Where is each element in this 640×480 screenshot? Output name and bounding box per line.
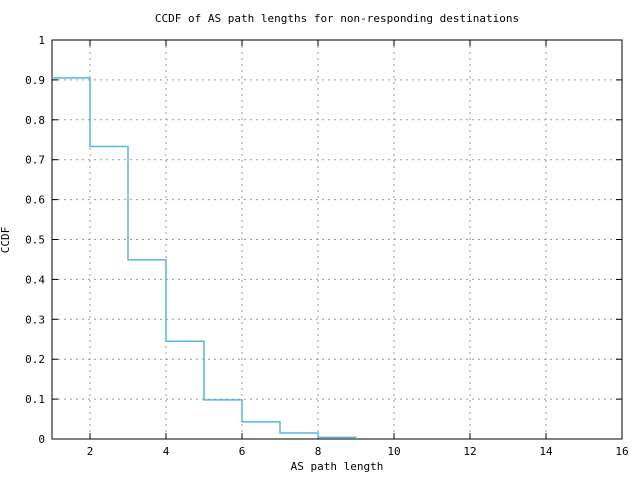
y-tick-label: 0.7	[25, 154, 45, 167]
ccdf-step-line	[52, 77, 357, 439]
y-tick-label: 0.2	[25, 353, 45, 366]
x-axis-label: AS path length	[290, 460, 384, 473]
x-tick-label: 8	[315, 445, 322, 458]
y-tick-label: 0.1	[25, 393, 45, 406]
y-tick-label: 0.6	[25, 194, 45, 207]
y-tick-label: 1	[38, 34, 45, 47]
y-tick-label: 0.9	[25, 74, 45, 87]
x-tick-label: 6	[239, 445, 246, 458]
y-tick-label: 0	[38, 433, 45, 446]
x-tick-label: 2	[87, 445, 94, 458]
y-tick-label: 0.4	[25, 273, 45, 286]
x-tick-label: 14	[539, 445, 553, 458]
y-tick-label: 0.8	[25, 114, 45, 127]
y-tick-label: 0.3	[25, 313, 45, 326]
x-tick-label: 12	[463, 445, 476, 458]
x-tick-label: 4	[163, 445, 170, 458]
x-tick-label: 16	[615, 445, 628, 458]
x-tick-label: 10	[387, 445, 400, 458]
chart-title: CCDF of AS path lengths for non-respondi…	[154, 12, 520, 25]
y-tick-label: 0.5	[25, 234, 45, 247]
